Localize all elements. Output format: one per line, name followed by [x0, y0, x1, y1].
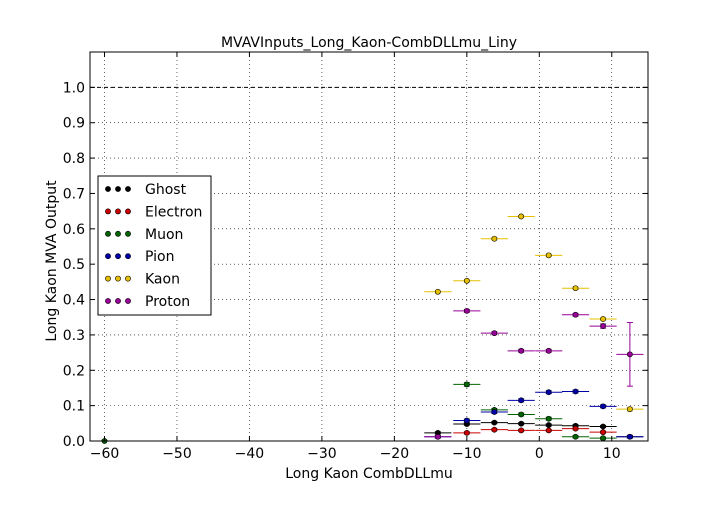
y-tick-label: 0.0: [63, 434, 85, 450]
legend-label: Kaon: [145, 272, 180, 288]
plot-frame: [89, 51, 649, 442]
chart-title: MVAVInputs_Long_Kaon-CombDLLmu_Liny: [221, 35, 517, 51]
data-point: [600, 429, 606, 436]
data-point: [463, 277, 470, 284]
data-point: [491, 409, 498, 415]
data-point: [463, 417, 470, 424]
data-layer: [90, 213, 644, 444]
x-tick-label: −60: [90, 446, 120, 462]
data-point: [545, 252, 552, 259]
y-tick-label: 0.1: [63, 399, 85, 415]
legend-box: [97, 175, 212, 316]
data-point: [518, 347, 525, 354]
legend-marker: [125, 275, 131, 282]
x-tick-label: −40: [235, 446, 265, 462]
data-point: [463, 381, 470, 388]
y-tick-label: 0.6: [63, 222, 85, 238]
data-point: [518, 411, 525, 418]
y-tick-label: 0.8: [63, 151, 85, 167]
y-tick-label: 0.7: [63, 186, 85, 202]
legend-marker: [115, 230, 121, 237]
data-point: [545, 389, 552, 396]
data-point: [434, 433, 441, 440]
y-tick-label: 0.3: [63, 328, 85, 344]
legend-marker: [125, 253, 131, 260]
legend-marker: [125, 230, 131, 237]
legend-marker: [125, 208, 131, 215]
x-tick-label: 10: [603, 446, 621, 462]
legend-marker: [105, 186, 111, 192]
y-tick-label: 1.0: [63, 80, 85, 96]
data-point: [518, 213, 525, 220]
legend-label: Electron: [145, 204, 202, 220]
legend-marker: [105, 275, 111, 282]
legend-marker: [115, 253, 121, 260]
legend-marker: [105, 208, 111, 215]
data-point: [545, 427, 552, 434]
data-point: [491, 330, 498, 337]
x-tick-label: −10: [452, 446, 482, 462]
y-tick-label: 0.5: [63, 257, 85, 273]
data-point: [491, 419, 498, 426]
data-point: [572, 433, 579, 440]
data-point: [463, 307, 470, 314]
x-axis-label: Long Kaon CombDLLmu: [285, 466, 453, 482]
data-point: [600, 403, 606, 410]
y-tick-label: 0.4: [63, 293, 85, 309]
data-point: [626, 433, 633, 440]
x-tick-label: −30: [307, 446, 337, 462]
tick-layer: −60 −50 −40 −30 −20 −10 0 10 0.0 0.1 0.2 0.3 0.4 0.5 0…: [63, 52, 648, 462]
legend-marker: [125, 186, 131, 192]
y-axis-label: Long Kaon MVA Output: [44, 180, 60, 342]
data-point: [518, 420, 525, 427]
series-kaon: [424, 213, 644, 413]
legend-marker: [105, 298, 111, 304]
data-point: [572, 311, 579, 318]
legend-label: Proton: [145, 294, 190, 310]
data-point: [626, 406, 633, 413]
y-tick-label: 0.9: [63, 116, 85, 132]
data-point: [626, 351, 633, 358]
data-point: [600, 323, 606, 329]
x-tick-label: 0: [535, 446, 544, 462]
legend-marker: [105, 230, 111, 237]
legend-marker: [125, 298, 131, 304]
data-point: [545, 415, 552, 422]
legend: Ghost Electron Muon Pion Kaon Proton: [97, 175, 212, 316]
x-tick-label: −20: [380, 446, 410, 462]
data-point: [545, 347, 552, 354]
legend-marker: [115, 208, 121, 215]
legend-marker: [115, 298, 121, 304]
data-point: [434, 288, 441, 295]
data-point: [600, 423, 606, 430]
data-point: [572, 285, 579, 292]
data-point: [518, 427, 525, 434]
legend-label: Pion: [145, 249, 174, 265]
data-point: [491, 235, 498, 242]
legend-marker: [115, 186, 121, 192]
legend-label: Ghost: [145, 182, 187, 198]
legend-label: Muon: [145, 227, 183, 243]
data-point: [463, 429, 470, 436]
data-point: [572, 388, 579, 395]
data-point: [572, 425, 579, 432]
legend-marker: [115, 275, 121, 282]
series-electron: [453, 425, 617, 436]
data-point: [600, 435, 606, 442]
data-point: [600, 316, 606, 322]
data-point: [518, 397, 525, 404]
x-tick-label: −50: [162, 446, 192, 462]
data-point: [545, 422, 552, 428]
y-tick-label: 0.2: [63, 363, 85, 379]
data-point: [491, 426, 498, 433]
series-proton: [424, 307, 644, 440]
legend-marker: [105, 253, 111, 260]
